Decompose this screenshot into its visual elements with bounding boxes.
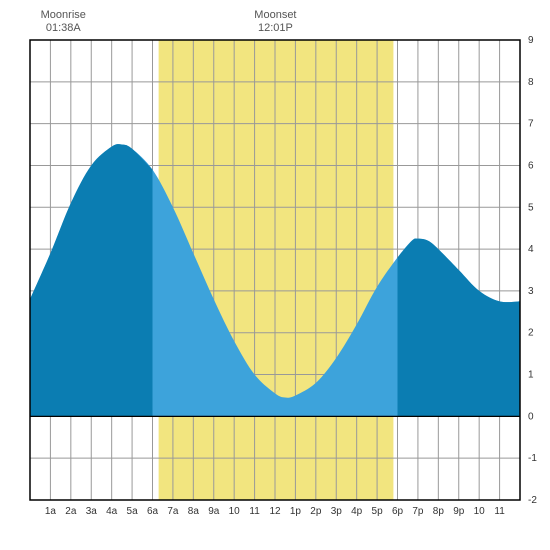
x-tick-label: 10 (474, 506, 486, 517)
y-tick-label: 3 (528, 286, 534, 297)
x-tick-label: 11 (494, 506, 505, 517)
x-tick-label: 2a (65, 506, 77, 517)
x-tick-label: 7a (167, 506, 179, 517)
y-tick-label: 1 (528, 370, 534, 381)
x-tick-label: 4p (351, 506, 363, 517)
y-tick-label: -2 (528, 495, 537, 506)
chart-svg: 1a2a3a4a5a6a7a8a9a1011121p2p3p4p5p6p7p8p… (0, 0, 550, 550)
x-tick-label: 11 (249, 506, 260, 517)
x-tick-label: 6a (147, 506, 159, 517)
x-tick-label: 2p (310, 506, 322, 517)
tide-chart: 1a2a3a4a5a6a7a8a9a1011121p2p3p4p5p6p7p8p… (0, 0, 550, 550)
moonset-title: Moonset (254, 9, 296, 21)
x-tick-label: 12 (269, 506, 281, 517)
x-tick-label: 7p (412, 506, 424, 517)
y-tick-label: 5 (528, 202, 534, 213)
y-tick-label: 9 (528, 35, 534, 46)
x-tick-label: 3p (331, 506, 343, 517)
x-tick-label: 9p (453, 506, 465, 517)
moonrise-time: 01:38A (46, 22, 82, 34)
x-tick-label: 5p (372, 506, 384, 517)
x-tick-label: 8a (188, 506, 200, 517)
y-tick-label: 8 (528, 77, 534, 88)
y-tick-label: 6 (528, 160, 534, 171)
x-tick-label: 1p (290, 506, 302, 517)
x-tick-label: 6p (392, 506, 404, 517)
x-tick-label: 4a (106, 506, 118, 517)
x-tick-label: 10 (229, 506, 241, 517)
y-tick-label: -1 (528, 453, 537, 464)
x-tick-label: 8p (433, 506, 445, 517)
moonrise-title: Moonrise (41, 9, 86, 21)
x-tick-label: 9a (208, 506, 220, 517)
x-tick-label: 3a (86, 506, 98, 517)
y-tick-label: 2 (528, 328, 534, 339)
y-tick-label: 4 (528, 244, 534, 255)
x-tick-label: 1a (45, 506, 57, 517)
y-tick-label: 7 (528, 119, 534, 130)
y-tick-label: 0 (528, 411, 534, 422)
moonset-time: 12:01P (258, 22, 293, 34)
x-tick-label: 5a (127, 506, 139, 517)
